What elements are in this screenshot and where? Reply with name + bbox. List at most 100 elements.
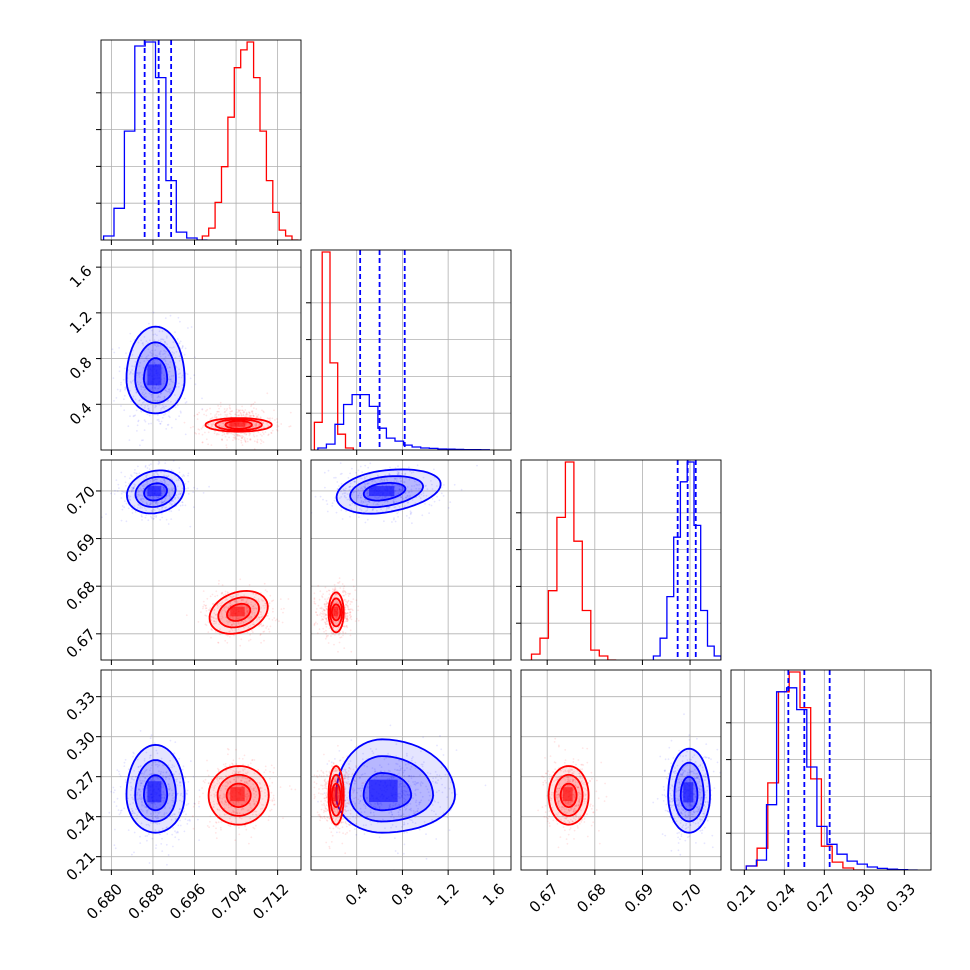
scatter-point-blue [408, 490, 411, 493]
scatter-point-red [201, 787, 204, 789]
scatter-point-red [347, 781, 350, 783]
panel-frame [100, 459, 302, 661]
scatter-point-red [227, 432, 230, 435]
scatter-point-red [244, 772, 247, 775]
scatter-point-red [271, 600, 273, 603]
scatter-point-red [234, 772, 237, 775]
scatter-point-blue [157, 811, 159, 814]
scatter-point-blue [132, 486, 135, 489]
scatter-point-blue [140, 488, 143, 491]
scatter-point-blue [183, 397, 186, 400]
scatter-point-red [229, 825, 232, 828]
scatter-point-blue [140, 384, 143, 387]
scatter-point-red [225, 446, 228, 449]
scatter-point-red [243, 594, 246, 597]
scatter-point-blue [397, 472, 400, 475]
scatter-point-red [261, 787, 263, 789]
scatter-point-blue [168, 488, 171, 491]
scatter-point-red [346, 612, 349, 615]
scatter-point-blue [163, 398, 166, 400]
scatter-point-red [264, 765, 267, 768]
scatter-point-blue [376, 801, 379, 804]
scatter-point-red [230, 410, 233, 413]
scatter-point-blue [168, 390, 171, 393]
scatter-point-red [251, 629, 253, 632]
scatter-point-blue [402, 487, 404, 489]
scatter-point-blue [361, 784, 363, 787]
scatter-point-blue [139, 381, 142, 384]
scatter-point-blue [322, 498, 324, 501]
scatter-point-red [357, 619, 360, 622]
scatter-point-blue [156, 814, 159, 817]
scatter-point-red [266, 625, 268, 628]
scatter-point-blue [158, 811, 161, 814]
scatter-point-blue [436, 495, 438, 498]
scatter-point-blue [362, 501, 365, 504]
scatter-point-blue [165, 843, 168, 846]
scatter-point-blue [317, 800, 319, 803]
scatter-point-blue [168, 785, 171, 788]
scatter-point-blue [162, 486, 165, 489]
scatter-point-red [234, 436, 237, 438]
scatter-point-blue [376, 474, 379, 477]
scatter-point-red [224, 787, 227, 790]
scatter-point-blue [163, 812, 166, 814]
panel-frame [310, 249, 512, 451]
scatter-point-red [267, 628, 270, 631]
scatter-point-blue [440, 492, 443, 495]
scatter-point-blue [152, 518, 155, 521]
scatter-point-blue [170, 789, 173, 792]
scatter-point-blue [153, 339, 156, 341]
contour-red-line [208, 589, 269, 635]
scatter-point-red [238, 812, 241, 815]
scatter-point-red [214, 784, 217, 787]
contour-blue-line [335, 468, 442, 515]
scatter-point-blue [113, 493, 116, 495]
scatter-point-blue [145, 823, 148, 826]
scatter-point-blue [140, 439, 143, 442]
scatter-point-red [344, 787, 347, 790]
panel-content [101, 250, 301, 450]
scatter-point-red [201, 441, 204, 444]
scatter-point-blue [420, 493, 423, 496]
scatter-point-blue [168, 492, 171, 495]
scatter-point-red [249, 638, 252, 641]
scatter-point-blue [388, 812, 390, 814]
scatter-point-red [214, 617, 217, 620]
scatter-point-blue [146, 467, 149, 469]
histogram-blue [102, 41, 208, 240]
scatter-point-blue [123, 765, 126, 767]
scatter-point-blue [383, 497, 386, 500]
scatter-point-blue [152, 762, 154, 764]
scatter-point-blue [379, 480, 382, 482]
scatter-point-blue [140, 355, 143, 358]
scatter-point-blue [165, 350, 167, 353]
scatter-point-blue [400, 785, 403, 788]
scatter-point-blue [341, 518, 344, 520]
scatter-point-blue [128, 477, 131, 480]
scatter-point-blue [169, 502, 172, 505]
scatter-point-blue [388, 473, 391, 476]
scatter-point-blue [362, 485, 365, 488]
scatter-point-red [203, 604, 206, 606]
scatter-point-blue [130, 372, 132, 374]
scatter-point-blue [154, 386, 157, 389]
scatter-point-blue [157, 387, 160, 390]
scatter-point-blue [150, 813, 153, 816]
scatter-point-red [232, 802, 235, 805]
scatter-point-red [220, 610, 223, 613]
scatter-point-red [260, 606, 262, 609]
scatter-point-blue [179, 410, 182, 413]
scatter-point-blue [340, 482, 343, 485]
scatter-point-blue [353, 780, 356, 782]
scatter-point-blue [163, 378, 166, 380]
scatter-point-blue [171, 764, 174, 766]
scatter-point-blue [141, 374, 144, 376]
scatter-point-blue [421, 782, 424, 785]
scatter-point-red [217, 413, 220, 416]
scatter-point-blue [381, 484, 384, 487]
scatter-point-blue [179, 784, 182, 787]
scatter-point-red [256, 438, 259, 441]
scatter-point-blue [406, 793, 409, 796]
scatter-point-blue [170, 487, 173, 490]
